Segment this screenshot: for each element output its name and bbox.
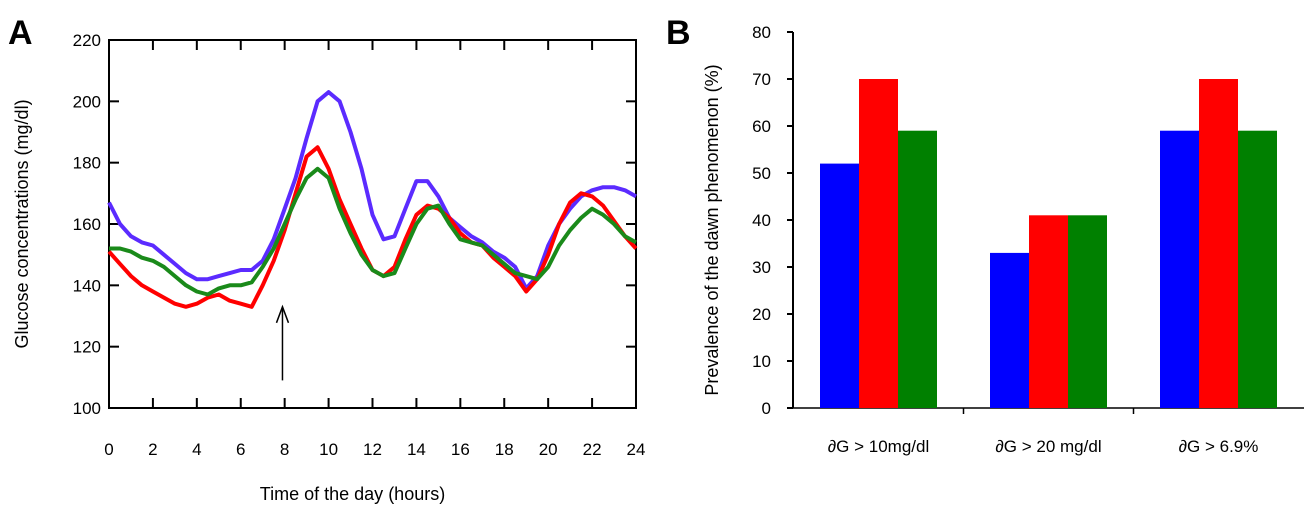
category-label: ∂G > 6.9% [1179, 437, 1259, 456]
panel-b-bar-chart: B 0 10 20 30 40 50 60 70 80 ∂G > 10mg/dl ∂G > 20 … [666, 14, 1304, 456]
x-tick-label: 18 [495, 440, 514, 459]
glucose-line-1 [107, 145, 638, 309]
panel-a-annotation [275, 304, 290, 381]
bar-1-2 [1068, 215, 1107, 408]
y-tick-label: 180 [73, 154, 101, 173]
y-tick-label: 220 [73, 31, 101, 50]
x-tick-label: 6 [236, 440, 245, 459]
category-label: ∂G > 10mg/dl [828, 437, 929, 456]
panel-a-letter: A [8, 14, 33, 52]
y-tick-label: 140 [73, 276, 101, 295]
panel-b-letter: B [666, 14, 691, 52]
panel-b-bars-group: ∂G > 10mg/dl ∂G > 20 mg/dl ∂G > 6.9% [820, 79, 1277, 456]
panel-b-y-axis-title: Prevalence of the dawn phenomenon (%) [702, 64, 722, 395]
y-tick-label: 40 [752, 211, 771, 230]
y-tick-label: 10 [752, 352, 771, 371]
bar-0-0 [820, 163, 859, 408]
panel-a-line-chart: A 0 2 4 6 8 10 12 14 16 18 20 22 2410012014016018020… [8, 14, 645, 504]
bar-2-0 [1160, 130, 1199, 408]
x-tick-label: 0 [104, 440, 113, 459]
y-tick-label: 160 [73, 215, 101, 234]
bar-1-0 [990, 252, 1029, 408]
y-tick-label: 30 [752, 258, 771, 277]
bar-0-1 [859, 79, 898, 408]
x-tick-label: 24 [627, 440, 646, 459]
panel-a-y-axis-title: Glucose concentrations (mg/dl) [12, 99, 32, 348]
y-tick-label: 20 [752, 305, 771, 324]
glucose-line-2 [109, 166, 637, 297]
arrow-head [275, 304, 290, 324]
bar-2-2 [1238, 130, 1277, 408]
x-tick-label: 12 [363, 440, 382, 459]
x-tick-label: 14 [407, 440, 426, 459]
x-tick-label: 10 [319, 440, 338, 459]
x-tick-label: 2 [148, 440, 157, 459]
x-tick-label: 4 [192, 440, 201, 459]
bar-0-2 [898, 130, 937, 408]
panel-a-axes: 0 2 4 6 8 10 12 14 16 18 20 22 241001201401601802002… [73, 31, 646, 459]
y-tick-label: 70 [752, 70, 771, 89]
x-tick-label: 22 [583, 440, 602, 459]
y-tick-label: 80 [752, 23, 771, 42]
y-tick-label: 100 [73, 399, 101, 418]
bar-1-1 [1029, 215, 1068, 408]
y-tick-label: 120 [73, 338, 101, 357]
panel-a-x-axis-title: Time of the day (hours) [260, 484, 445, 504]
x-tick-label: 20 [539, 440, 558, 459]
glucose-line-0 [107, 90, 637, 291]
category-label: ∂G > 20 mg/dl [995, 437, 1101, 456]
x-tick-label: 8 [280, 440, 289, 459]
panel-a-series-group [107, 90, 638, 309]
bar-2-1 [1199, 79, 1238, 408]
y-tick-label: 200 [73, 92, 101, 111]
y-tick-label: 50 [752, 164, 771, 183]
x-tick-label: 16 [451, 440, 470, 459]
y-tick-label: 60 [752, 117, 771, 136]
y-tick-label: 0 [762, 399, 771, 418]
